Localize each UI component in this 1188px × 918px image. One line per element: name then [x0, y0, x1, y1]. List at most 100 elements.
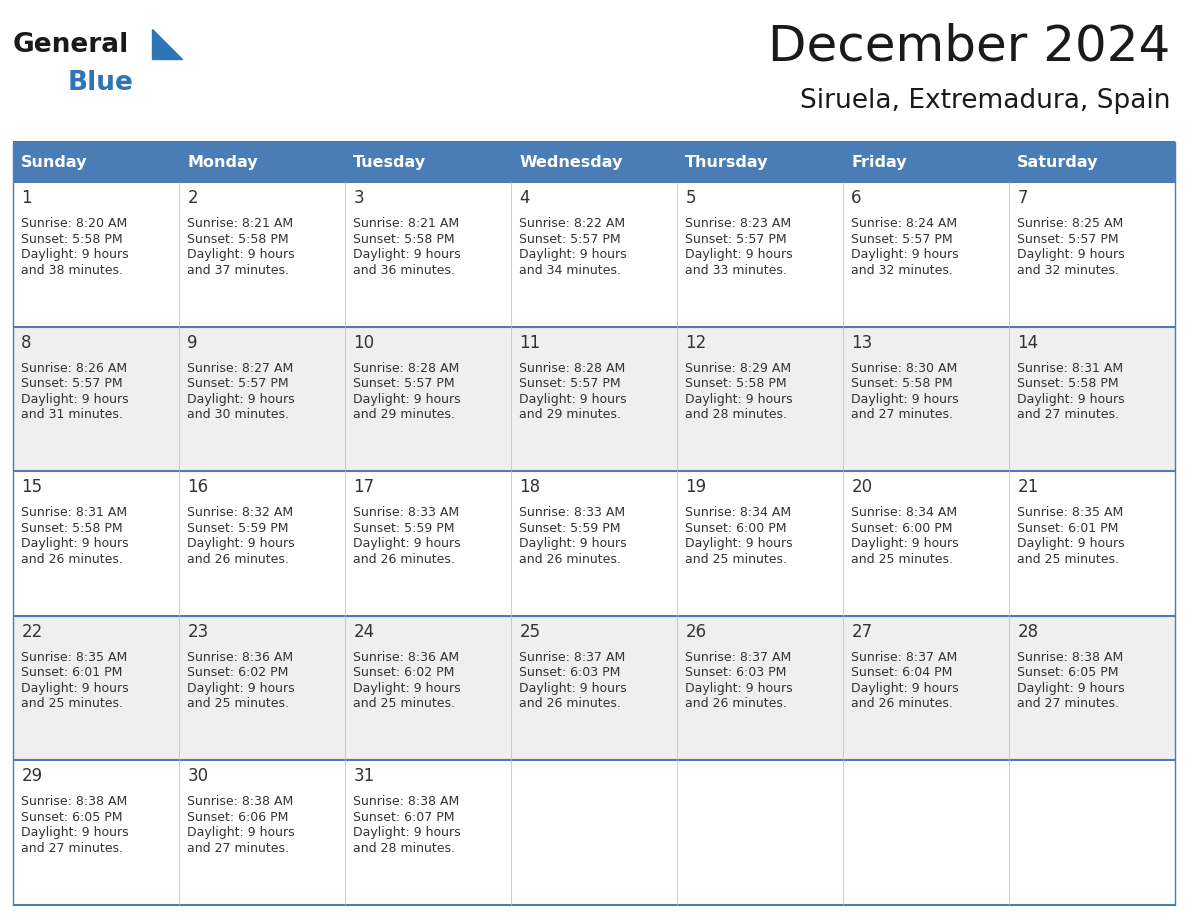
- Text: Daylight: 9 hours: Daylight: 9 hours: [21, 393, 129, 406]
- Bar: [511, 327, 677, 471]
- Text: Daylight: 9 hours: Daylight: 9 hours: [1017, 248, 1125, 261]
- Bar: [179, 327, 345, 471]
- Bar: [677, 182, 843, 327]
- Text: Sunrise: 8:22 AM: Sunrise: 8:22 AM: [519, 217, 625, 230]
- Bar: [345, 142, 511, 182]
- Text: Sunrise: 8:20 AM: Sunrise: 8:20 AM: [21, 217, 127, 230]
- Text: Daylight: 9 hours: Daylight: 9 hours: [1017, 537, 1125, 550]
- Text: Sunset: 5:58 PM: Sunset: 5:58 PM: [353, 232, 455, 245]
- Text: Sunset: 5:57 PM: Sunset: 5:57 PM: [519, 232, 621, 245]
- Text: Sunrise: 8:33 AM: Sunrise: 8:33 AM: [353, 506, 460, 520]
- Text: Daylight: 9 hours: Daylight: 9 hours: [852, 682, 959, 695]
- Text: 15: 15: [21, 478, 43, 497]
- Text: Sunday: Sunday: [21, 154, 88, 170]
- Bar: [13, 616, 179, 760]
- Bar: [843, 471, 1009, 616]
- Text: Daylight: 9 hours: Daylight: 9 hours: [188, 682, 295, 695]
- Text: 9: 9: [188, 333, 197, 352]
- Text: Daylight: 9 hours: Daylight: 9 hours: [852, 537, 959, 550]
- Text: 4: 4: [519, 189, 530, 207]
- Text: and 29 minutes.: and 29 minutes.: [519, 409, 621, 421]
- Bar: [677, 616, 843, 760]
- Text: Daylight: 9 hours: Daylight: 9 hours: [21, 682, 129, 695]
- Bar: [179, 182, 345, 327]
- Text: Daylight: 9 hours: Daylight: 9 hours: [21, 537, 129, 550]
- Bar: [345, 760, 511, 905]
- Text: and 28 minutes.: and 28 minutes.: [353, 842, 455, 855]
- Text: Daylight: 9 hours: Daylight: 9 hours: [685, 537, 792, 550]
- Text: Tuesday: Tuesday: [353, 154, 426, 170]
- Text: 6: 6: [852, 189, 861, 207]
- Text: General: General: [13, 32, 129, 58]
- Text: and 29 minutes.: and 29 minutes.: [353, 409, 455, 421]
- Text: Sunset: 6:03 PM: Sunset: 6:03 PM: [519, 666, 620, 679]
- Text: Sunrise: 8:25 AM: Sunrise: 8:25 AM: [1017, 217, 1124, 230]
- Text: Sunrise: 8:26 AM: Sunrise: 8:26 AM: [21, 362, 127, 375]
- Text: and 25 minutes.: and 25 minutes.: [21, 698, 124, 711]
- Text: 5: 5: [685, 189, 696, 207]
- Text: and 37 minutes.: and 37 minutes.: [188, 263, 290, 276]
- Text: Sunset: 5:59 PM: Sunset: 5:59 PM: [188, 521, 289, 534]
- Text: Daylight: 9 hours: Daylight: 9 hours: [21, 826, 129, 839]
- Text: and 26 minutes.: and 26 minutes.: [353, 553, 455, 565]
- Bar: [843, 760, 1009, 905]
- Text: Daylight: 9 hours: Daylight: 9 hours: [685, 248, 792, 261]
- Text: 14: 14: [1017, 333, 1038, 352]
- Text: Sunset: 5:57 PM: Sunset: 5:57 PM: [21, 377, 122, 390]
- Text: Sunset: 5:57 PM: Sunset: 5:57 PM: [519, 377, 621, 390]
- Text: 31: 31: [353, 767, 374, 786]
- Text: and 25 minutes.: and 25 minutes.: [852, 553, 953, 565]
- Text: and 26 minutes.: and 26 minutes.: [21, 553, 124, 565]
- Text: Daylight: 9 hours: Daylight: 9 hours: [188, 537, 295, 550]
- Text: and 26 minutes.: and 26 minutes.: [188, 553, 289, 565]
- Text: Thursday: Thursday: [685, 154, 769, 170]
- Text: and 25 minutes.: and 25 minutes.: [188, 698, 290, 711]
- Text: 3: 3: [353, 189, 364, 207]
- Text: Daylight: 9 hours: Daylight: 9 hours: [852, 248, 959, 261]
- Text: and 27 minutes.: and 27 minutes.: [852, 409, 953, 421]
- Text: and 33 minutes.: and 33 minutes.: [685, 263, 788, 276]
- Bar: [179, 760, 345, 905]
- Text: 16: 16: [188, 478, 208, 497]
- Text: Daylight: 9 hours: Daylight: 9 hours: [519, 248, 627, 261]
- Text: Daylight: 9 hours: Daylight: 9 hours: [353, 682, 461, 695]
- Text: Sunrise: 8:32 AM: Sunrise: 8:32 AM: [188, 506, 293, 520]
- Text: and 26 minutes.: and 26 minutes.: [519, 698, 621, 711]
- Bar: [179, 471, 345, 616]
- Bar: [511, 471, 677, 616]
- Text: Sunrise: 8:21 AM: Sunrise: 8:21 AM: [188, 217, 293, 230]
- Text: 11: 11: [519, 333, 541, 352]
- Text: Sunrise: 8:38 AM: Sunrise: 8:38 AM: [1017, 651, 1124, 664]
- Text: 24: 24: [353, 622, 374, 641]
- Text: Sunset: 5:57 PM: Sunset: 5:57 PM: [685, 232, 786, 245]
- Text: December 2024: December 2024: [767, 22, 1170, 70]
- Text: Daylight: 9 hours: Daylight: 9 hours: [21, 248, 129, 261]
- Text: Sunrise: 8:34 AM: Sunrise: 8:34 AM: [685, 506, 791, 520]
- Bar: [677, 327, 843, 471]
- Text: Daylight: 9 hours: Daylight: 9 hours: [188, 826, 295, 839]
- Bar: [843, 142, 1009, 182]
- Text: and 32 minutes.: and 32 minutes.: [1017, 263, 1119, 276]
- Text: Sunset: 5:57 PM: Sunset: 5:57 PM: [852, 232, 953, 245]
- Bar: [1009, 327, 1175, 471]
- Text: Sunset: 6:03 PM: Sunset: 6:03 PM: [685, 666, 786, 679]
- Text: Sunrise: 8:33 AM: Sunrise: 8:33 AM: [519, 506, 625, 520]
- Text: Sunrise: 8:36 AM: Sunrise: 8:36 AM: [353, 651, 460, 664]
- Text: Blue: Blue: [68, 70, 134, 96]
- Text: Sunset: 5:58 PM: Sunset: 5:58 PM: [1017, 377, 1119, 390]
- Text: Sunrise: 8:21 AM: Sunrise: 8:21 AM: [353, 217, 460, 230]
- Text: Sunset: 6:02 PM: Sunset: 6:02 PM: [353, 666, 455, 679]
- Bar: [511, 142, 677, 182]
- Text: Sunset: 5:58 PM: Sunset: 5:58 PM: [21, 521, 122, 534]
- Bar: [677, 142, 843, 182]
- Text: Daylight: 9 hours: Daylight: 9 hours: [685, 682, 792, 695]
- Text: and 38 minutes.: and 38 minutes.: [21, 263, 124, 276]
- Text: 22: 22: [21, 622, 43, 641]
- Text: and 26 minutes.: and 26 minutes.: [685, 698, 788, 711]
- Text: Wednesday: Wednesday: [519, 154, 623, 170]
- Text: 13: 13: [852, 333, 872, 352]
- Text: and 27 minutes.: and 27 minutes.: [1017, 409, 1119, 421]
- Bar: [1009, 142, 1175, 182]
- Bar: [13, 471, 179, 616]
- Bar: [677, 471, 843, 616]
